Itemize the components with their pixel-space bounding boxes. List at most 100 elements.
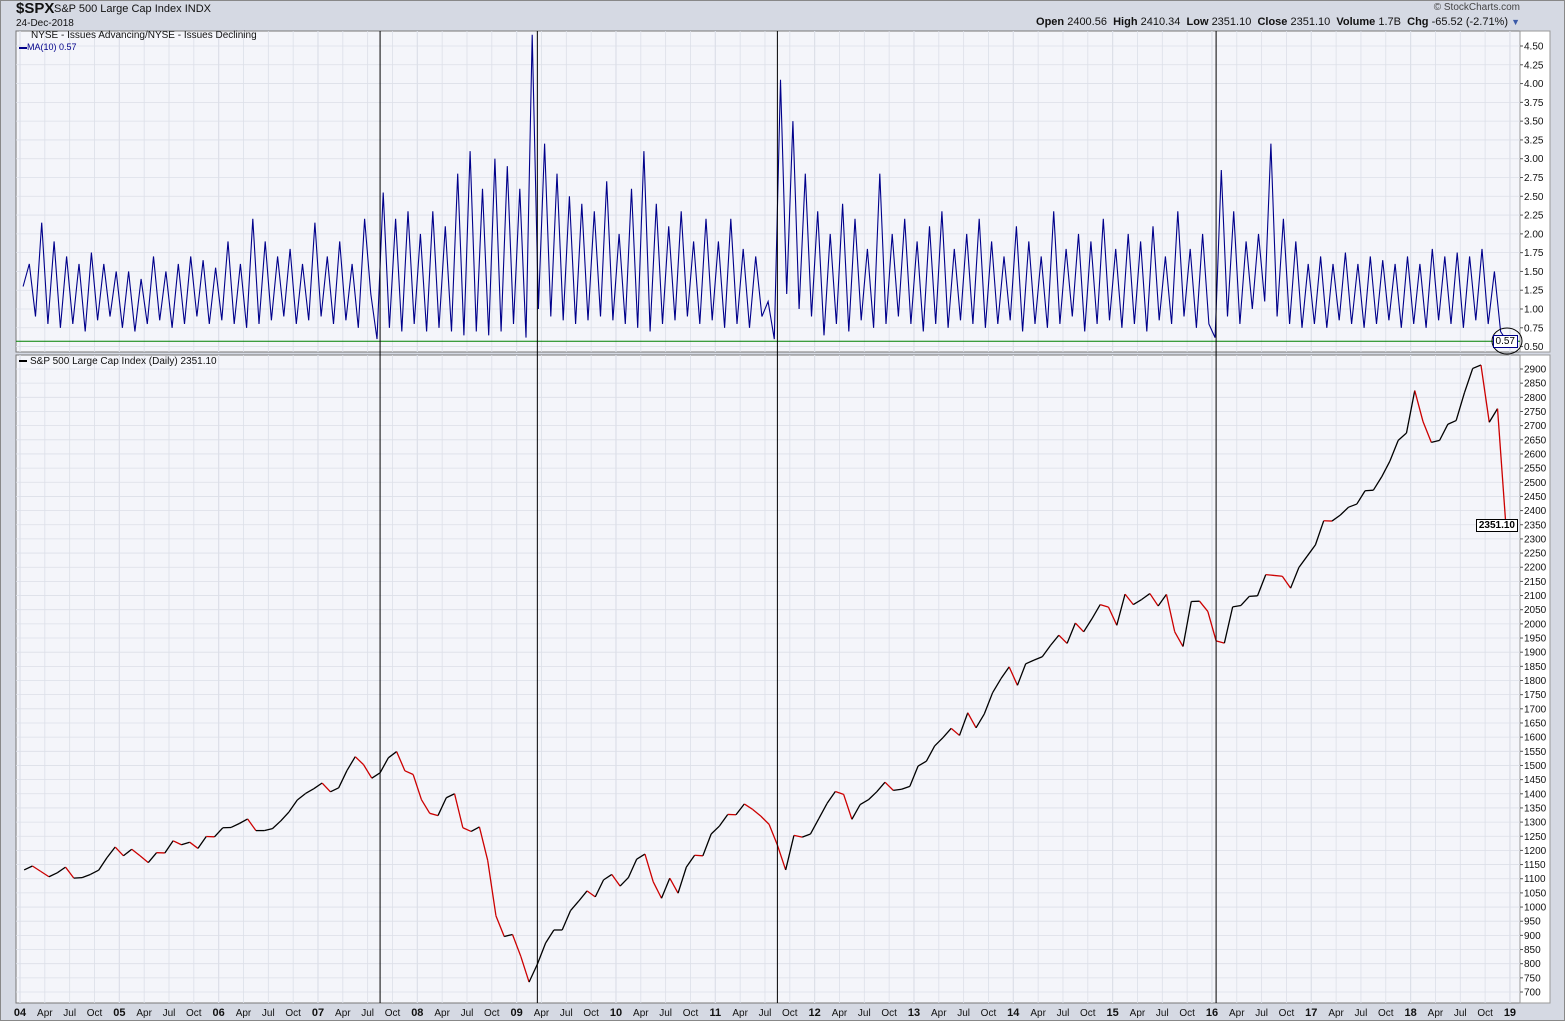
dropdown-caret-icon[interactable]: ▼ (1511, 17, 1520, 27)
price-segment (909, 765, 919, 787)
price-segment (644, 853, 654, 883)
y-tick-label: 950 (1524, 917, 1541, 928)
x-tick-month-label: Apr (236, 1008, 252, 1019)
x-tick-month-label: Apr (732, 1008, 748, 1019)
price-segment (40, 870, 50, 878)
price-segment (73, 876, 83, 879)
y-tick-label: 1650 (1524, 718, 1547, 729)
security-name-text: S&P 500 Large Cap Index (54, 3, 182, 15)
price-segment (1439, 423, 1449, 441)
price-segment (768, 824, 778, 846)
x-tick-month-label: Apr (1328, 1008, 1344, 1019)
y-tick-label: 4.00 (1524, 79, 1544, 90)
price-segment (446, 793, 455, 799)
y-tick-label: 1700 (1524, 704, 1547, 715)
y-tick-label: 900 (1524, 931, 1541, 942)
price-segment (387, 751, 398, 759)
low-value: 2351.10 (1211, 16, 1252, 28)
x-tick-month-label: Oct (1279, 1008, 1295, 1019)
x-tick-month-label: Apr (136, 1008, 152, 1019)
quote-bar: Open 2400.56 High 2410.34 Low 2351.10 Cl… (1036, 16, 1520, 29)
price-segment (1365, 489, 1374, 492)
y-tick-label: 0.50 (1524, 342, 1544, 353)
x-tick-year-label: 17 (1305, 1007, 1317, 1019)
y-tick-label: 1150 (1524, 860, 1546, 871)
price-segment (81, 873, 91, 879)
price-segment (1016, 663, 1027, 686)
price-segment (247, 818, 257, 831)
price-segment (305, 788, 315, 795)
x-tick-month-label: Apr (1428, 1008, 1444, 1019)
price-segment (851, 804, 861, 820)
price-segment (561, 910, 572, 931)
x-tick-year-label: 04 (14, 1007, 27, 1019)
price-segment (1397, 432, 1407, 441)
y-tick-label: 1.00 (1524, 305, 1544, 316)
price-segment (818, 803, 828, 820)
y-tick-label: 1900 (1524, 648, 1547, 659)
price-segment (346, 756, 356, 771)
price-segment (280, 811, 290, 822)
x-tick-month-label: Apr (434, 1008, 450, 1019)
price-segment (520, 956, 530, 983)
price-segment (56, 866, 66, 874)
y-tick-label: 3.25 (1524, 135, 1544, 146)
price-segment (214, 827, 224, 838)
x-tick-month-label: Apr (37, 1008, 53, 1019)
symbol: $SPX (16, 0, 55, 17)
y-tick-label: 1450 (1524, 775, 1547, 786)
price-segment (239, 818, 248, 825)
x-tick-month-label: Oct (981, 1008, 997, 1019)
x-tick-month-label: Oct (484, 1008, 500, 1019)
x-tick-month-label: Oct (1477, 1008, 1493, 1019)
y-tick-label: 2100 (1524, 591, 1547, 602)
y-tick-label: 4.50 (1524, 42, 1544, 53)
price-segment (1091, 604, 1101, 620)
price-segment (338, 770, 348, 789)
price-segment (420, 799, 431, 814)
x-tick-month-label: Jul (1156, 1008, 1169, 1019)
price-segment (1165, 594, 1176, 632)
high-label: High (1113, 16, 1138, 28)
x-tick-year-label: 13 (908, 1007, 920, 1019)
price-segment (1041, 645, 1052, 658)
price-segment (545, 929, 555, 944)
price-segment (901, 785, 911, 790)
price-segment (677, 866, 687, 894)
breadth-ratio-line (22, 34, 1508, 342)
price-segment (1199, 600, 1209, 612)
price-segment (950, 727, 960, 736)
price-segment (859, 799, 869, 806)
y-tick-label: 2900 (1524, 365, 1547, 376)
price-segment (669, 877, 679, 894)
price-segment (1107, 606, 1118, 626)
y-tick-label: 2550 (1524, 464, 1547, 475)
low-label: Low (1186, 16, 1209, 28)
y-tick-label: 2000 (1524, 619, 1547, 630)
x-tick-month-label: Oct (385, 1008, 401, 1019)
price-segment (1455, 392, 1466, 421)
x-tick-month-label: Jul (957, 1008, 970, 1019)
legend-swatch-icon (19, 46, 27, 49)
price-segment (1289, 567, 1300, 589)
price-segment (652, 881, 663, 899)
price-segment (396, 751, 406, 772)
volume-value: 1.7B (1378, 16, 1401, 28)
price-segment (1008, 666, 1019, 686)
x-tick-month-label: Oct (1080, 1008, 1096, 1019)
y-tick-label: 750 (1524, 973, 1541, 984)
price-segment (1100, 603, 1109, 608)
y-tick-label: 2650 (1524, 435, 1547, 446)
price-segment (1149, 593, 1159, 607)
price-segment (1033, 656, 1043, 661)
y-tick-label: 1850 (1524, 662, 1547, 673)
price-segment (1232, 604, 1242, 608)
price-segment (230, 822, 240, 829)
price-segment (429, 812, 439, 817)
price-segment (330, 787, 339, 793)
price-segment (685, 854, 696, 868)
price-segment (189, 841, 199, 849)
y-tick-label: 2.50 (1524, 192, 1544, 203)
price-segment (1431, 439, 1440, 443)
price-segment (1223, 606, 1234, 644)
